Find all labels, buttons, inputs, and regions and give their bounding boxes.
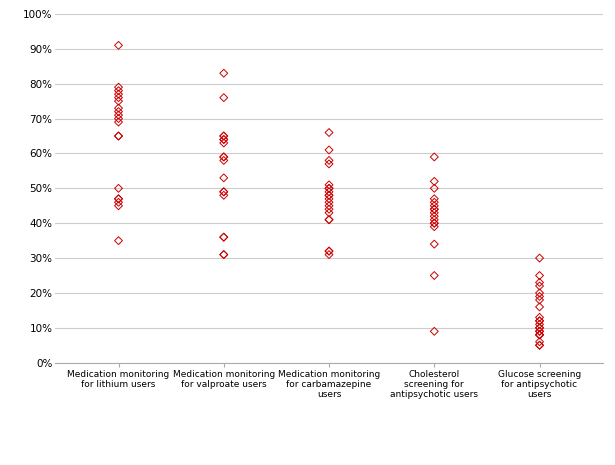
Point (429, 202, 439, 210)
Point (324, 247, 334, 255)
Point (429, 209, 439, 217)
Point (324, 185, 334, 192)
Point (114, 87, 124, 94)
Point (324, 157, 334, 164)
Point (324, 195, 334, 203)
Point (114, 119, 124, 126)
Point (534, 296, 544, 304)
Point (324, 216, 334, 224)
Point (429, 240, 439, 248)
Point (114, 202, 124, 210)
Point (324, 185, 334, 192)
Point (534, 341, 544, 349)
Point (219, 233, 229, 241)
Point (219, 192, 229, 199)
Point (534, 341, 544, 349)
Point (429, 206, 439, 213)
Point (324, 202, 334, 210)
Point (114, 132, 124, 140)
Point (324, 192, 334, 199)
Point (114, 42, 124, 49)
Point (219, 174, 229, 182)
Point (219, 70, 229, 77)
Point (114, 185, 124, 192)
Point (219, 136, 229, 143)
Point (429, 213, 439, 220)
Point (219, 153, 229, 161)
Point (324, 192, 334, 199)
Point (534, 324, 544, 332)
Point (324, 209, 334, 217)
Point (219, 251, 229, 259)
Point (219, 153, 229, 161)
Point (114, 84, 124, 91)
Point (114, 195, 124, 203)
Point (324, 181, 334, 189)
Point (429, 178, 439, 185)
Point (324, 199, 334, 206)
Point (534, 328, 544, 335)
Point (219, 188, 229, 196)
Point (534, 282, 544, 290)
Point (219, 188, 229, 196)
Point (219, 132, 229, 140)
Point (429, 206, 439, 213)
Point (534, 272, 544, 279)
Point (534, 331, 544, 339)
Point (324, 146, 334, 154)
Point (534, 314, 544, 321)
Point (219, 132, 229, 140)
Point (429, 223, 439, 231)
Point (114, 94, 124, 101)
Point (114, 98, 124, 105)
Point (114, 132, 124, 140)
Point (219, 157, 229, 164)
Point (429, 199, 439, 206)
Point (429, 328, 439, 335)
Point (114, 108, 124, 115)
Point (429, 219, 439, 227)
Point (429, 272, 439, 279)
Point (219, 233, 229, 241)
Point (114, 195, 124, 203)
Point (219, 136, 229, 143)
Point (534, 331, 544, 339)
Point (324, 188, 334, 196)
Point (114, 91, 124, 98)
Point (324, 206, 334, 213)
Point (114, 199, 124, 206)
Point (534, 279, 544, 286)
Point (534, 338, 544, 345)
Point (429, 195, 439, 203)
Point (324, 216, 334, 224)
Point (324, 251, 334, 259)
Point (534, 289, 544, 297)
Point (429, 216, 439, 224)
Point (534, 317, 544, 325)
Point (534, 328, 544, 335)
Point (534, 303, 544, 311)
Point (219, 251, 229, 259)
Point (114, 237, 124, 245)
Point (114, 115, 124, 122)
Point (219, 140, 229, 147)
Point (534, 321, 544, 328)
Point (429, 153, 439, 161)
Point (324, 129, 334, 136)
Point (324, 160, 334, 168)
Point (219, 94, 229, 101)
Point (534, 317, 544, 325)
Point (534, 293, 544, 300)
Point (534, 331, 544, 339)
Point (429, 219, 439, 227)
Point (429, 185, 439, 192)
Point (324, 247, 334, 255)
Point (114, 112, 124, 119)
Point (534, 324, 544, 332)
Point (534, 254, 544, 262)
Point (114, 105, 124, 112)
